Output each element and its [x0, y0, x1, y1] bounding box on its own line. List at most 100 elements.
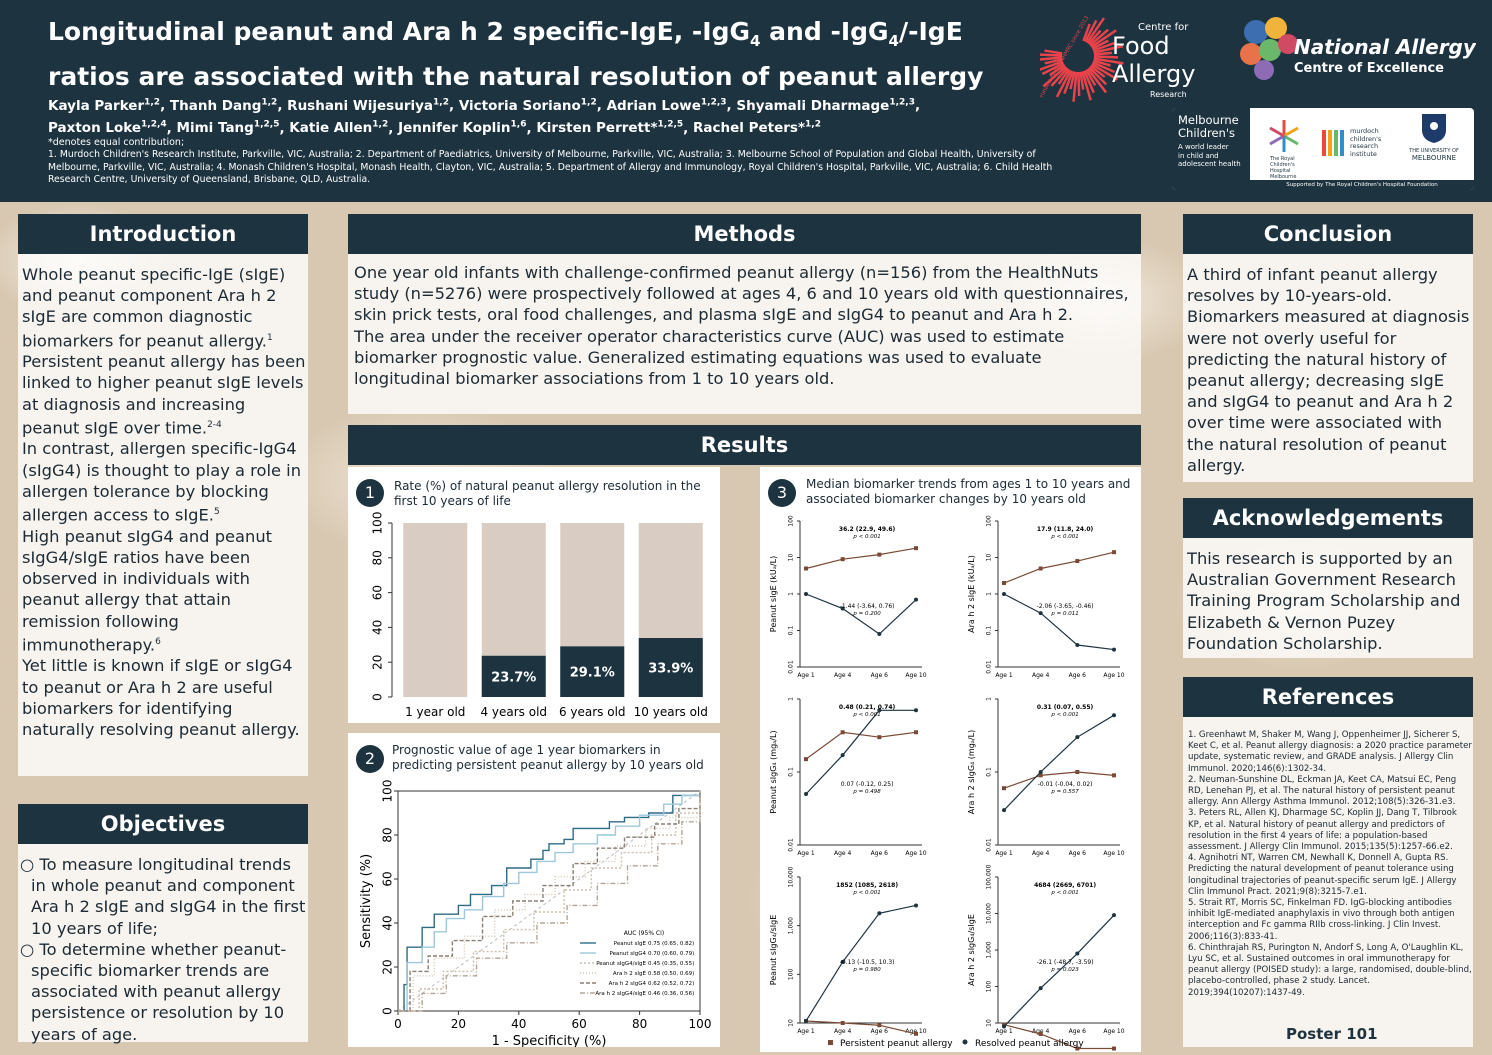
y-tick-label: 0.1 — [986, 767, 993, 777]
legend-auc: 0.75 (0.65, 0.82) — [648, 941, 694, 947]
x-tick-label: Age 4 — [1032, 672, 1050, 679]
y-tick-label: 0.01 — [788, 838, 795, 852]
legend-auc: 0.58 (0.50, 0.69) — [648, 971, 694, 977]
p-value-label: p < 0.001 — [852, 712, 880, 718]
author-name: Victoria Soriano1,2 — [458, 97, 597, 114]
trend-point — [1038, 611, 1043, 616]
y-tick-label: 0.01 — [986, 838, 993, 852]
trend-point — [877, 1023, 882, 1028]
y-tick-label: 100 — [371, 512, 385, 535]
y-tick-label: 0.1 — [788, 626, 795, 636]
y-tick-label: 10 — [788, 554, 795, 562]
poster-header: Longitudinal peanut and Ara h 2 specific… — [0, 0, 1492, 202]
x-tick-label: Age 1 — [797, 1028, 815, 1035]
trend-point — [1112, 647, 1116, 652]
p-value-label: p = 0.498 — [852, 789, 881, 795]
nace-logo: National Allergy Centre of Excellence — [1236, 14, 1477, 84]
chart3-title: Median biomarker trends from ages 1 to 1… — [806, 477, 1131, 506]
p-value-label: p < 0.001 — [1050, 890, 1078, 896]
p-value-label: p < 0.001 — [852, 890, 880, 896]
estimate-label: 0.31 (0.07, 0.55) — [1037, 704, 1094, 711]
y-tick-label: 1,000 — [986, 941, 993, 958]
trend-point — [1038, 986, 1043, 991]
estimate-label: -1.44 (-3.64, 0.76) — [840, 603, 895, 610]
affiliations: 1. Murdoch Children's Research Institute… — [48, 149, 1053, 185]
x-tick-label: 100 — [689, 1017, 712, 1031]
trend-point — [1038, 770, 1043, 774]
cfar-burst-ray — [1069, 71, 1076, 90]
x-tick-label: Age 4 — [834, 672, 852, 679]
x-tick-label: Age 4 — [1032, 1028, 1050, 1035]
p-value-label: p = 0.023 — [1050, 967, 1079, 973]
cfar-burst-ray — [1038, 56, 1063, 61]
chart1-number: 1 — [356, 479, 384, 507]
panel-y-label: Ara h 2 sIgE (kUₐ/L) — [967, 555, 976, 633]
trend-point — [877, 735, 882, 740]
y-tick-label: 1 — [986, 697, 993, 701]
x-tick-label: 1 year old — [405, 705, 465, 719]
bar-resolved — [638, 638, 703, 697]
cfar-burst-ray — [1089, 28, 1109, 47]
bar-value-label: 23.7% — [491, 670, 536, 685]
reference-item: 5. Strait RT, Morris SC, Finkelman FD. I… — [1188, 898, 1455, 942]
trend-point — [804, 1018, 808, 1023]
trend-point — [877, 708, 882, 713]
p-value-label: p = 0.011 — [1050, 611, 1078, 617]
chart2-number: 2 — [356, 745, 384, 773]
bar-value-label: 33.9% — [648, 662, 693, 677]
cfar-burst-ray — [1077, 71, 1081, 97]
y-tick-label: 10 — [788, 1019, 795, 1027]
x-tick-label: Age 1 — [995, 672, 1013, 679]
cfar-burst-ray — [1089, 64, 1106, 78]
author-name: Shyamali Dharmage1,2,3 — [736, 97, 915, 114]
legend-label: Ara h 2 sIgG4 — [609, 981, 647, 987]
equal-contribution-note: *denotes equal contribution; — [48, 137, 185, 148]
y-tick-label: 10 — [986, 554, 993, 562]
x-tick-label: Age 4 — [834, 850, 852, 857]
legend-label: Persistent peanut allergy — [840, 1039, 953, 1049]
legend-label: Peanut sIgG4 — [610, 951, 647, 957]
trend-point — [1075, 735, 1080, 740]
trend-point — [1002, 786, 1006, 791]
author-name: Adrian Lowe1,2,3 — [606, 97, 727, 114]
p-value-label: p = 0.557 — [1050, 789, 1079, 795]
trend-point — [914, 597, 918, 602]
cfar-burst-icon — [1031, 17, 1124, 102]
svg-text:Research: Research — [1150, 90, 1187, 99]
author-name: Jennifer Koplin1,6 — [398, 119, 527, 137]
legend-auc: 0.45 (0.35, 0.55) — [648, 961, 694, 967]
roc-curve — [398, 791, 701, 1012]
trend-line — [805, 709, 916, 795]
x-tick-label: Age 6 — [871, 850, 889, 857]
cfar-burst-ray — [1093, 44, 1124, 54]
author-name: Rushani Wijesuriya1,2 — [287, 97, 449, 114]
chart2-card: 2 Prognostic value of age 1 year biomark… — [348, 733, 720, 1047]
estimate-label: 17.9 (11.8, 24.0) — [1037, 526, 1094, 533]
trend-point — [1075, 1046, 1080, 1051]
introduction-panel — [18, 214, 308, 776]
y-tick-label: 60 — [371, 585, 385, 600]
estimate-label: 36.2 (22.9, 49.6) — [839, 526, 896, 533]
trend-point — [804, 566, 808, 571]
x-tick-label: 60 — [572, 1017, 587, 1031]
melbourne-childrens-logos: Melbourne Children's A world leader in c… — [1172, 108, 1474, 190]
chart3-number: 3 — [768, 479, 796, 507]
cfar-burst-ray — [1042, 65, 1067, 88]
p-value-label: p < 0.001 — [852, 534, 880, 540]
acknowledgements-heading: Acknowledgements — [1183, 498, 1473, 538]
x-axis-label: 1 - Specificity (%) — [492, 1034, 607, 1047]
poster-number: Poster 101 — [1286, 1025, 1378, 1043]
trend-point — [1075, 770, 1080, 774]
trend-line — [805, 731, 917, 760]
p-value-label: p = 0.980 — [852, 967, 881, 973]
y-tick-label: 10 — [986, 1019, 993, 1027]
x-tick-label: Age 6 — [1069, 850, 1087, 857]
legend-swatch — [962, 1039, 968, 1045]
trend-line — [1003, 593, 1115, 651]
y-tick-label: 80 — [371, 550, 385, 565]
cfar-burst-ray — [1034, 60, 1064, 73]
